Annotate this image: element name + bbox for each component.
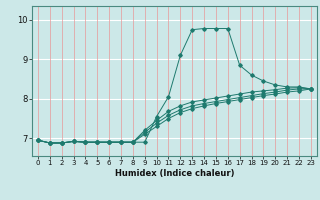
X-axis label: Humidex (Indice chaleur): Humidex (Indice chaleur) — [115, 169, 234, 178]
